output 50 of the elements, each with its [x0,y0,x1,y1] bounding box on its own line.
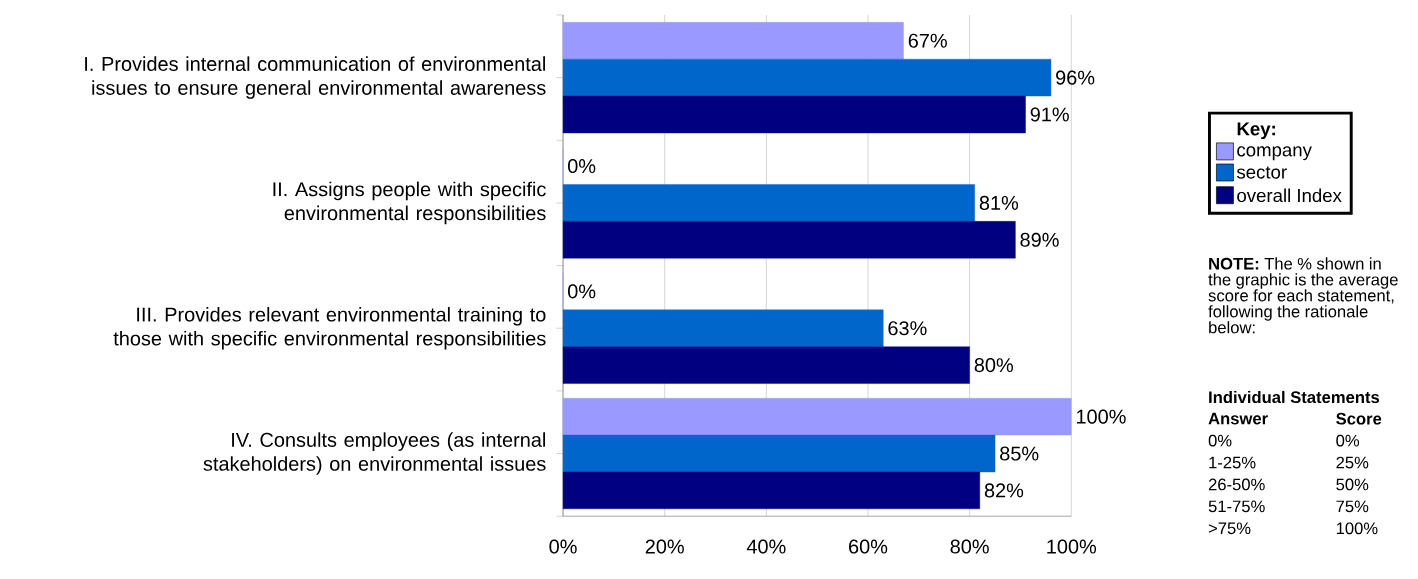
text: 26-50% [1208,478,1265,491]
bar [562,434,996,473]
legend-label: sector [1236,166,1287,179]
bar [562,221,1016,259]
legend-label: overall Index [1237,188,1342,203]
text: 0% [1208,434,1232,447]
text: 1-25% [1209,456,1256,469]
data-label: 80% [974,358,1013,373]
bar [562,309,884,347]
text: Score [1336,412,1382,425]
bar [562,58,1052,97]
data-label: 81% [979,195,1019,210]
data-label: 67% [908,33,947,48]
legend-title: Key: [1237,122,1275,140]
y-tick-label: IV. Consults employees (as internal stakeholders) on environmental issues [203,432,546,475]
bar [562,184,975,222]
data-label: 91% [1030,107,1069,122]
legend-label: company [1237,146,1312,161]
bar [562,95,1026,134]
text: 75% [1336,500,1369,513]
data-label: 63% [888,321,927,336]
x-tick-label: 100% [1047,539,1097,554]
text: 50% [1336,478,1369,491]
text: 25% [1336,456,1369,469]
text: Answer [1208,412,1268,425]
x-tick-label: 80% [950,539,989,554]
bar [562,471,980,510]
data-label: 96% [1056,70,1095,85]
y-tick-label: I. Provides internal communication of environmental issues to ensure general environmental awareness [85,56,546,99]
data-label: 85% [1000,446,1039,461]
x-tick-label: 20% [645,539,684,554]
text: NOTE: The % shown in the graphic is the average score for each statement, following the rationale below: [1208,257,1398,334]
data-label: 100% [1076,409,1126,424]
x-tick-label: 60% [849,539,888,554]
y-tick-label: II. Assigns people with specific environmental responsibilities [273,181,546,225]
bar [562,22,904,60]
y-tick-label: III. Provides relevant environmental training to those with specific environmental responsibilities [113,306,546,350]
data-label: 0% [568,158,596,174]
text: Individual Statements [1209,390,1380,404]
data-label: 89% [1020,232,1059,247]
bar [562,398,1072,436]
x-tick-label: 40% [746,539,786,554]
text: 0% [1336,434,1360,447]
text: 100% [1336,522,1378,535]
x-tick-label: 0% [549,539,577,554]
data-label: 82% [984,483,1024,498]
data-label: 0% [568,284,596,299]
text: 51-75% [1208,500,1265,513]
bar [562,346,970,384]
text: >75% [1208,522,1251,535]
